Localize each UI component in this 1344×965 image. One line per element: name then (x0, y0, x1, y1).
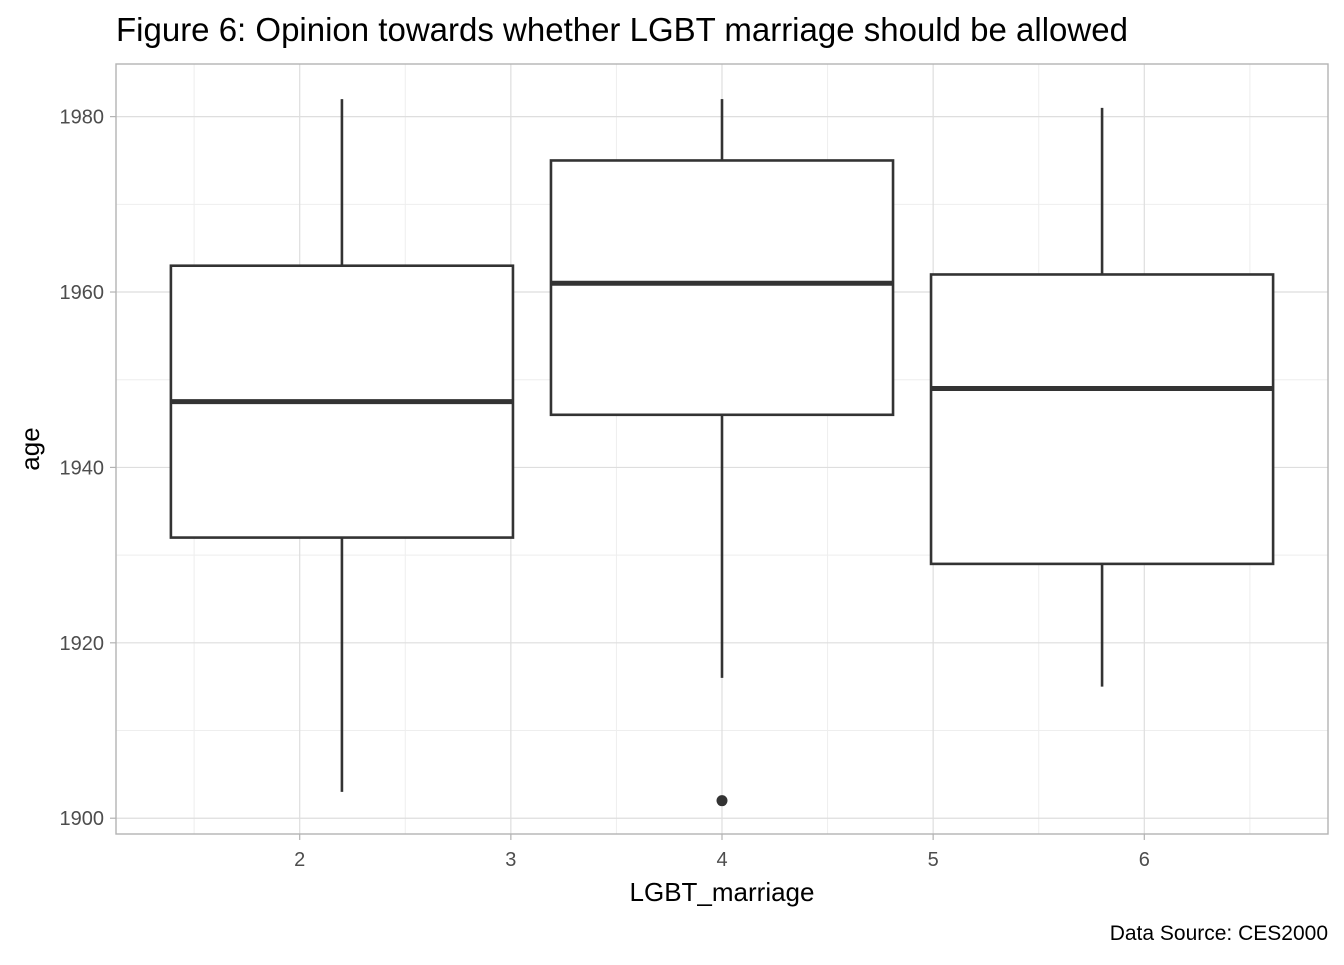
y-tick-label: 1900 (60, 808, 105, 830)
y-tick-label: 1920 (60, 633, 105, 655)
box-group-3 (929, 107, 1275, 687)
y-tick-label: 1960 (60, 282, 105, 304)
y-tick-label: 1980 (60, 107, 105, 129)
y-axis-ticks (110, 116, 116, 819)
x-tick-label: 4 (716, 849, 727, 871)
x-axis-ticks (299, 834, 1145, 840)
boxes-layer (169, 99, 1275, 807)
x-axis-title: LGBT_marriage (630, 877, 815, 907)
box-iqr (929, 273, 1275, 566)
data-source-caption: Data Source: CES2000 (1110, 922, 1328, 945)
box-group-2 (549, 99, 895, 807)
x-tick-label: 6 (1139, 849, 1150, 871)
y-tick-label: 1940 (60, 457, 105, 479)
outlier-point (716, 795, 728, 807)
box-group-1 (169, 99, 515, 792)
y-axis-title: age (15, 427, 45, 470)
chart-title: Figure 6: Opinion towards whether LGBT m… (116, 11, 1128, 48)
x-tick-label: 3 (505, 849, 516, 871)
y-axis-tick-labels: 1900 1920 1940 1960 1980 (60, 107, 105, 831)
x-tick-label: 5 (928, 849, 939, 871)
x-axis-tick-labels: 2 3 4 5 6 (294, 849, 1150, 871)
box-iqr (549, 159, 895, 417)
x-tick-label: 2 (294, 849, 305, 871)
